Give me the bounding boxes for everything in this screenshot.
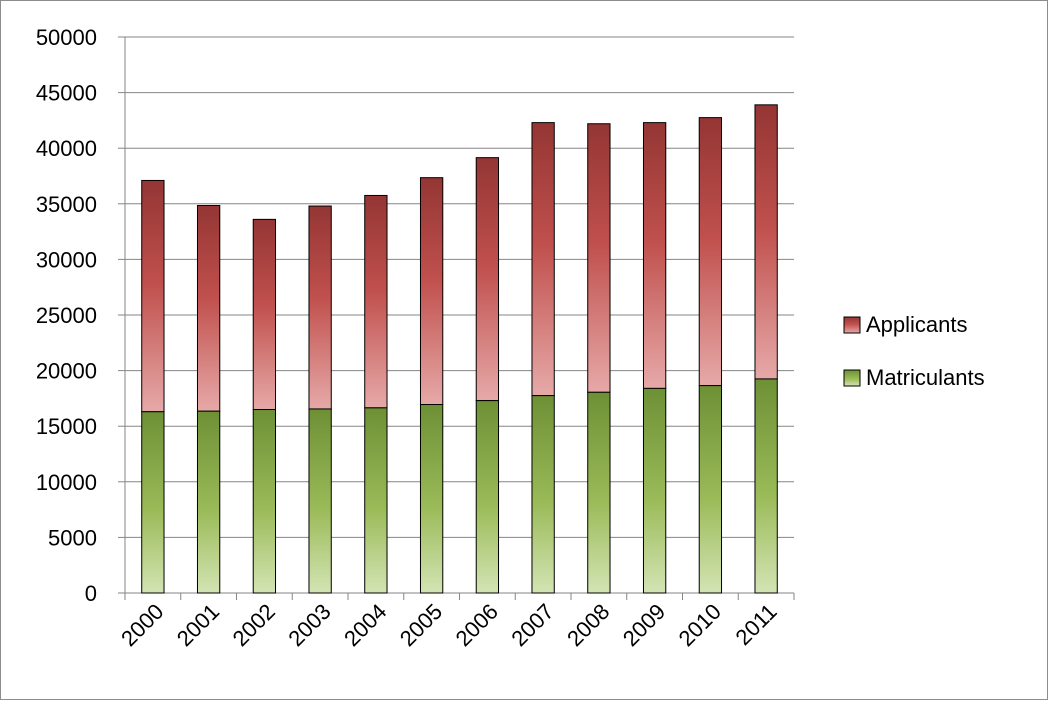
axes: [118, 36, 795, 600]
x-tick-label: 2006: [451, 599, 503, 651]
bar-applicants-2007: [531, 122, 555, 397]
y-tick-label: 45000: [36, 81, 97, 106]
bar-matriculants-2008: [587, 391, 611, 594]
x-tick-label: 2011: [731, 599, 782, 650]
bar-matriculants-2000: [141, 411, 165, 594]
bar-matriculants-2003: [308, 408, 332, 594]
bar-matriculants-2011: [754, 378, 778, 594]
bar-matriculants-2007: [531, 395, 555, 594]
bar-applicants-2006: [475, 157, 500, 402]
legend-swatch-applicants: [843, 316, 861, 334]
bar-matriculants-2001: [196, 410, 221, 594]
legend-label-applicants: Applicants: [866, 312, 968, 337]
bar-applicants-2002: [252, 218, 277, 411]
bar-matriculants-2010: [698, 385, 723, 594]
legend-label-matriculants: Matriculants: [866, 365, 985, 390]
x-tick-label: 2009: [618, 599, 670, 651]
y-tick-label: 10000: [36, 470, 97, 495]
bar-applicants-2004: [364, 194, 388, 409]
bar-applicants-2003: [308, 205, 332, 410]
y-tick-label: 40000: [36, 136, 97, 161]
bar-matriculants-2005: [419, 404, 444, 594]
x-tick-label: 2008: [562, 599, 614, 651]
y-tick-label: 20000: [36, 359, 97, 384]
bar-applicants-2005: [419, 177, 444, 406]
x-tick-label: 2010: [674, 599, 726, 651]
bar-matriculants-2002: [252, 409, 277, 594]
x-tick-label: 2000: [116, 599, 168, 651]
legend: Applicants Matriculants: [843, 312, 985, 390]
x-tick-label: 2002: [228, 599, 280, 651]
bar-applicants-2000: [141, 179, 165, 413]
x-tick-label: 2007: [506, 599, 558, 651]
bar-matriculants-2004: [364, 407, 388, 594]
y-tick-label: 0: [85, 581, 97, 606]
bar-matriculants-2009: [642, 387, 667, 594]
x-tick-label: 2001: [172, 599, 224, 651]
bars: [141, 104, 778, 594]
bar-applicants-2009: [642, 122, 667, 389]
x-tick-labels: 2000 2001 2002 2003 2004 2005 2006 2007 2008 2009…: [116, 599, 782, 651]
x-tick-label: 2004: [339, 599, 391, 651]
bar-applicants-2001: [196, 204, 221, 412]
y-tick-label: 25000: [36, 303, 97, 328]
bar-applicants-2008: [587, 123, 611, 393]
x-tick-label: 2003: [283, 599, 335, 651]
x-tick-label: 2005: [395, 599, 447, 651]
y-tick-label: 15000: [36, 414, 97, 439]
bar-applicants-2011: [754, 104, 778, 380]
y-tick-labels: 0 5000 10000 15000 20000 25000 30000 35000 40000…: [36, 25, 97, 606]
bar-applicants-2010: [698, 117, 723, 387]
legend-swatch-matriculants: [843, 369, 861, 387]
y-tick-label: 50000: [36, 25, 97, 50]
bar-matriculants-2006: [475, 400, 500, 594]
y-tick-label: 30000: [36, 247, 97, 272]
y-tick-label: 35000: [36, 192, 97, 217]
gridlines: [125, 36, 794, 538]
y-tick-label: 5000: [48, 525, 97, 550]
